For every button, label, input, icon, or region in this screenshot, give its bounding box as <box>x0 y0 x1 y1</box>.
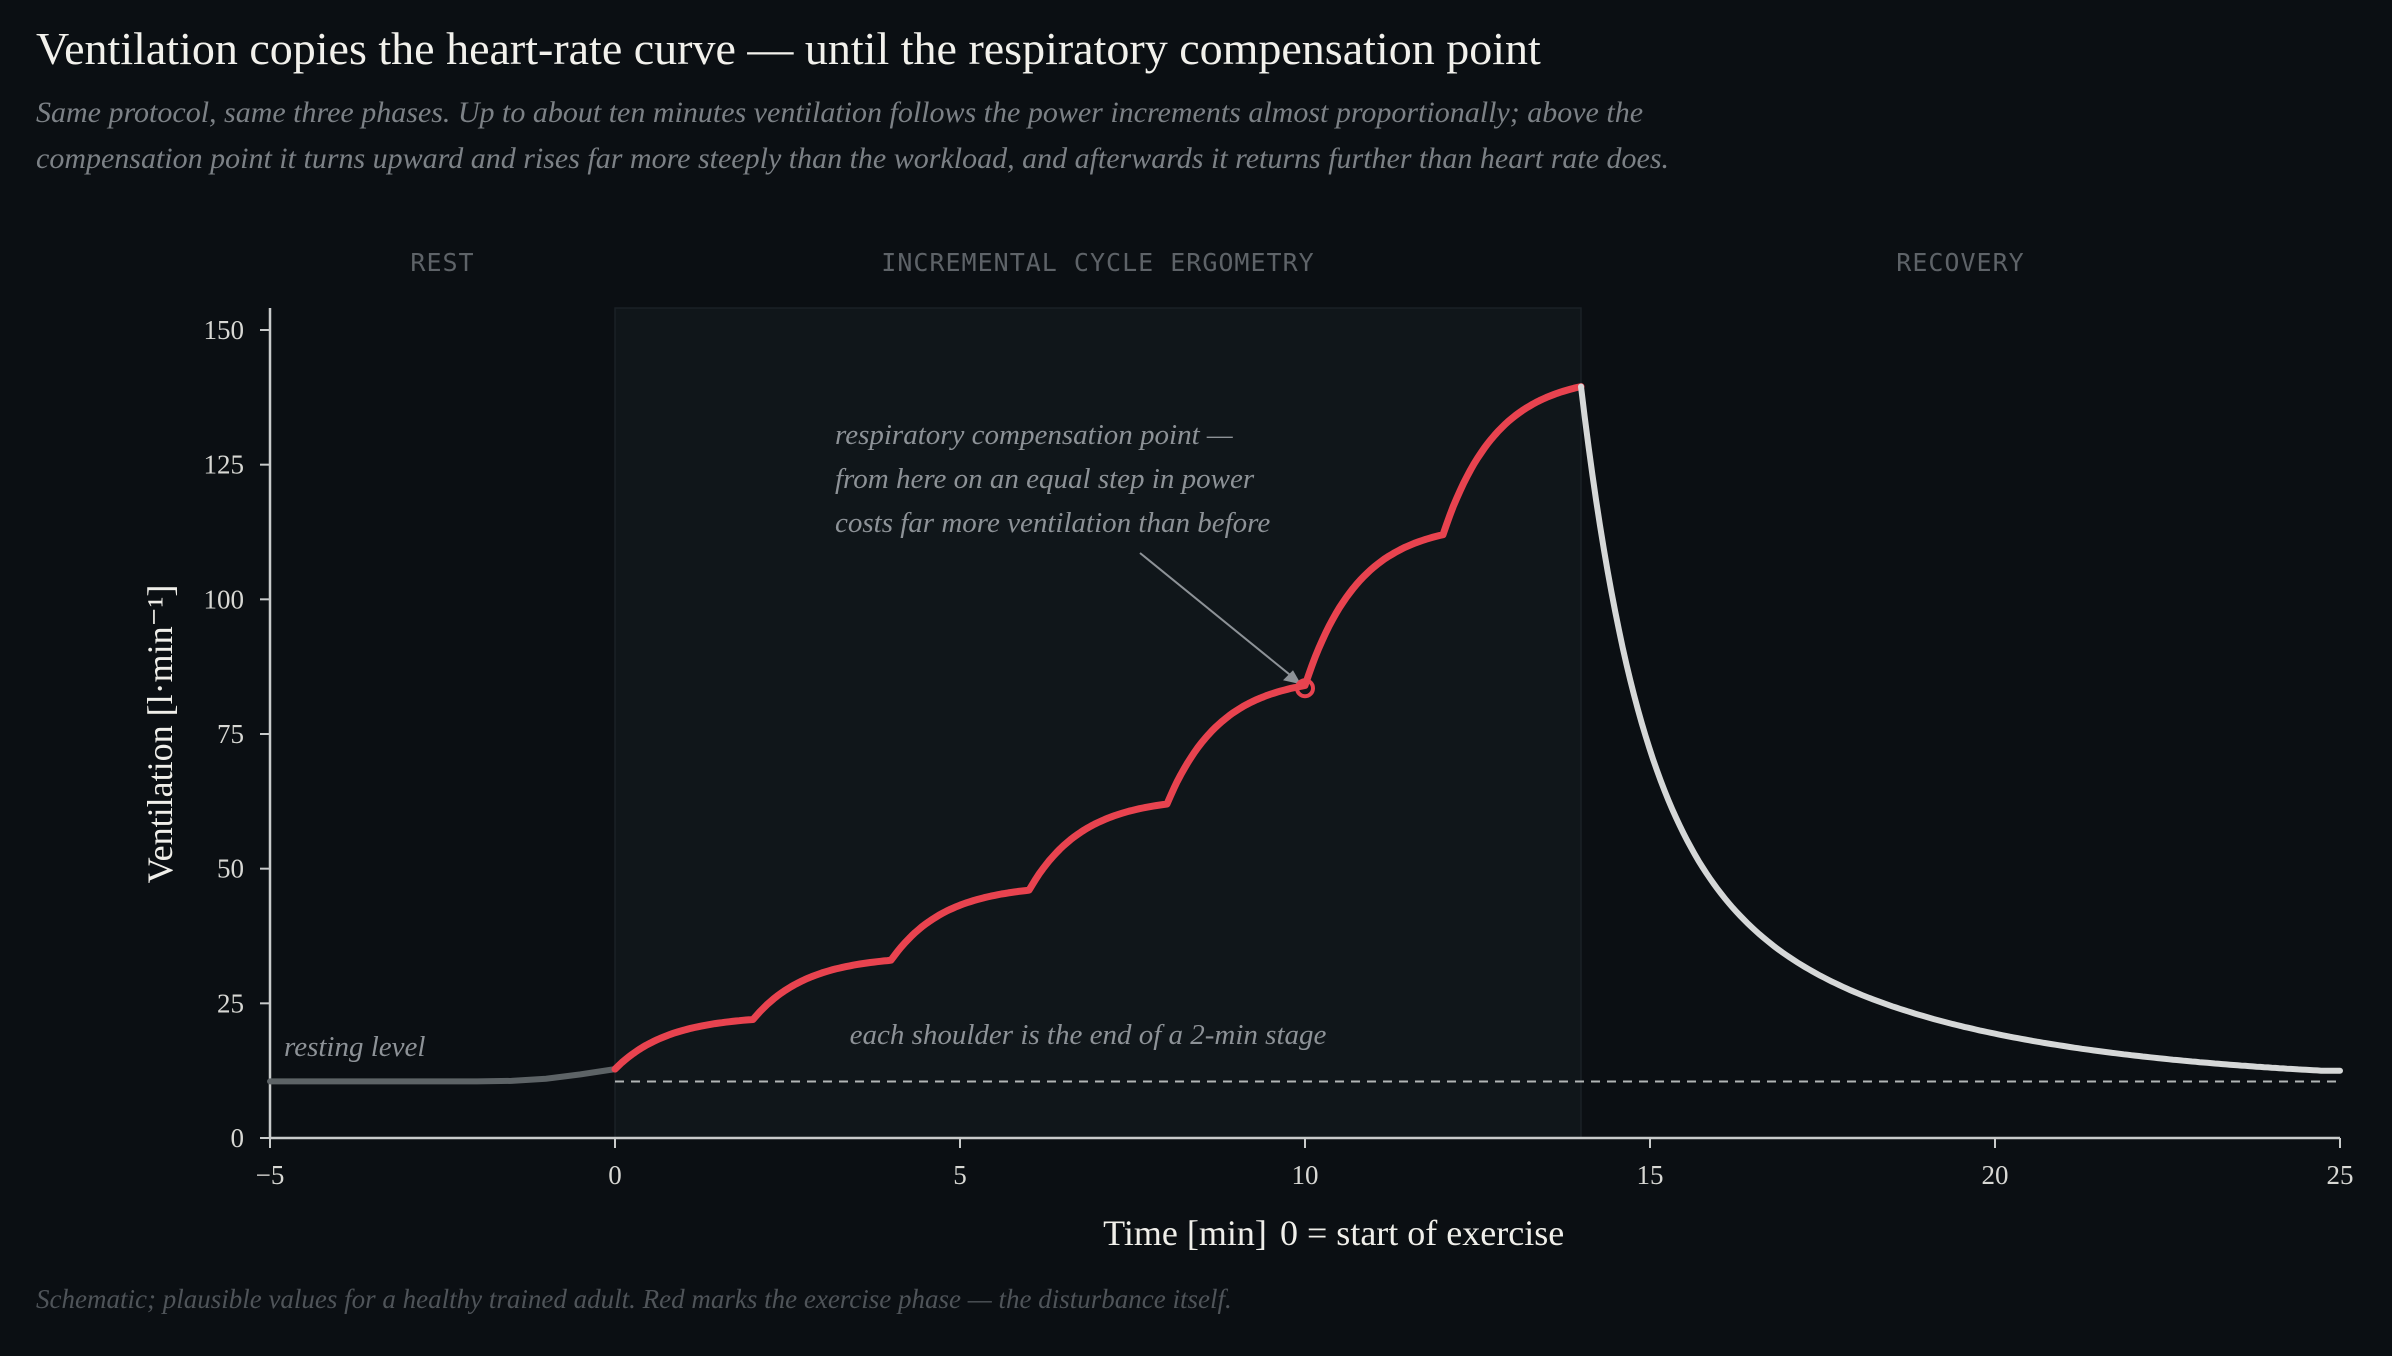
x-axis-title: Time [min] <box>1103 1213 1267 1253</box>
compensation-point-note-line: costs far more ventilation than before <box>835 507 1270 539</box>
y-tick-label: 75 <box>217 719 244 749</box>
stage-shoulder-note: each shoulder is the end of a 2-min stag… <box>850 1019 1327 1051</box>
x-tick-label: 5 <box>953 1160 967 1190</box>
exercise-series-line <box>611 383 1585 1073</box>
y-tick-label: 0 <box>231 1123 245 1153</box>
y-tick-label: 125 <box>204 450 245 480</box>
resting-level-label: resting level <box>284 1031 425 1063</box>
compensation-point-arrowhead <box>1283 670 1301 685</box>
x-tick-label: 25 <box>2327 1160 2354 1190</box>
y-axis-title: Ventilation [l·min⁻¹] <box>140 585 180 884</box>
x-tick-label: 15 <box>1637 1160 1664 1190</box>
chart-subtitle: Same protocol, same three phases. Up to … <box>36 96 1670 175</box>
y-tick-label: 25 <box>217 988 244 1018</box>
compensation-point-note-line: from here on an equal step in power <box>835 463 1255 495</box>
chart-footnote: Schematic; plausible values for a health… <box>36 1284 1232 1314</box>
y-tick-label: 100 <box>204 584 245 614</box>
compensation-point-arrow <box>1139 552 1300 683</box>
recovery-series-line <box>1578 383 2343 1074</box>
y-tick-label: 50 <box>217 854 244 884</box>
chart-title: Ventilation copies the heart-rate curve … <box>36 23 1541 74</box>
phase-label-2: RECOVERY <box>1896 248 2024 277</box>
compensation-point-marker <box>1295 678 1315 699</box>
x-tick-label: 10 <box>1292 1160 1319 1190</box>
x-axis-note: 0 = start of exercise <box>1280 1213 1564 1253</box>
compensation-point-note-line: respiratory compensation point — <box>835 419 1233 451</box>
phase-label-0: REST <box>410 248 474 277</box>
rest-series-line <box>267 1066 618 1085</box>
x-tick-label: 0 <box>608 1160 622 1190</box>
phase-label-1: INCREMENTAL CYCLE ERGOMETRY <box>881 248 1314 277</box>
x-tick-label: 20 <box>1982 1160 2009 1190</box>
x-tick-label: −5 <box>256 1160 285 1190</box>
y-tick-label: 150 <box>204 315 245 345</box>
